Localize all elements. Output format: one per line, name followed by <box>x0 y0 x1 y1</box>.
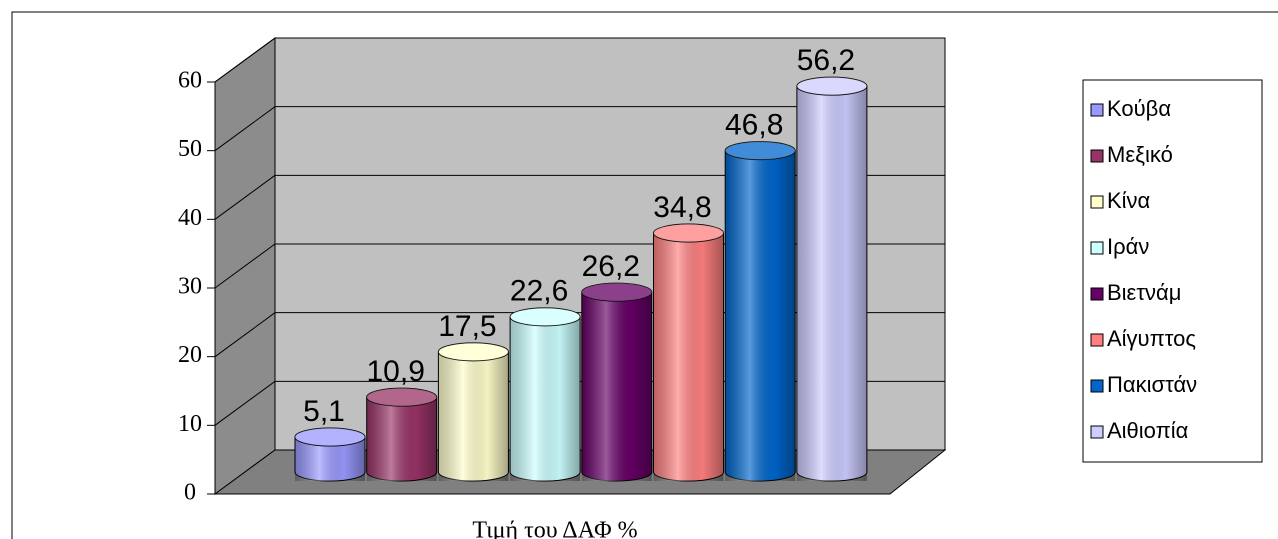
grid-line <box>214 380 276 426</box>
shading <box>725 141 796 160</box>
y-tick-label: 40 <box>178 205 202 231</box>
cylinder-top <box>653 223 724 243</box>
legend-label: Ιράν <box>1107 234 1149 259</box>
legend-swatch <box>1090 103 1104 117</box>
shading <box>725 150 796 481</box>
chart-frame <box>11 11 1278 539</box>
legend-label: Αιθιοπία <box>1107 418 1189 443</box>
legend-swatch <box>1090 379 1104 393</box>
cylinder-top <box>724 141 796 161</box>
legend-swatch <box>1090 333 1104 347</box>
shading <box>653 233 724 481</box>
grid-line <box>214 106 276 152</box>
shading <box>796 77 867 96</box>
legend-label: Κούβα <box>1107 96 1171 121</box>
x-axis-label: Τιμή του ΔΑΦ % <box>472 518 637 539</box>
value-label: 5,1 <box>303 395 345 428</box>
value-label: 34,8 <box>653 191 711 224</box>
legend-swatch <box>1090 287 1104 301</box>
value-label: 56,2 <box>797 44 855 77</box>
legend-box <box>1082 79 1263 463</box>
cylinder-top <box>294 427 366 447</box>
y-tick-label: 20 <box>178 342 202 368</box>
y-tick-label: 30 <box>178 274 202 300</box>
legend-label: Κίνα <box>1107 188 1151 213</box>
shading <box>510 316 581 481</box>
shading <box>295 427 365 446</box>
shading <box>581 292 652 481</box>
grid-line <box>214 37 276 83</box>
value-label: 46,8 <box>725 109 783 142</box>
legend-label: Αίγυπτος <box>1107 326 1196 351</box>
shading <box>438 351 509 481</box>
shading <box>510 307 581 326</box>
legend-swatch <box>1090 241 1104 255</box>
shading <box>366 388 437 407</box>
legend-label: Μεξικό <box>1107 142 1173 167</box>
legend-swatch <box>1090 195 1104 209</box>
legend-swatch <box>1090 425 1104 439</box>
y-tick-label: 50 <box>178 136 202 162</box>
cylinder-top <box>437 342 509 362</box>
y-tick-label: 10 <box>178 411 202 437</box>
shading <box>438 342 509 361</box>
y-tick-label: 0 <box>184 480 196 506</box>
cylinder-top <box>509 307 581 327</box>
grid-line <box>214 312 276 358</box>
legend-swatch <box>1090 149 1104 163</box>
cylinder-top <box>796 76 868 96</box>
shading <box>653 224 724 243</box>
grid-line <box>214 174 276 220</box>
value-label: 22,6 <box>510 275 568 308</box>
legend-label: Βιετνάμ <box>1107 280 1181 305</box>
value-label: 17,5 <box>438 310 496 343</box>
value-label: 10,9 <box>367 355 425 388</box>
legend-label: Πακιστάν <box>1107 372 1197 397</box>
y-tick-label: 60 <box>178 68 202 94</box>
cylinder-top <box>581 282 653 302</box>
shading <box>581 283 652 302</box>
grid-line <box>214 243 276 289</box>
value-label: 26,2 <box>582 250 640 283</box>
shading <box>796 86 867 482</box>
cylinder-top <box>366 387 438 407</box>
shading <box>366 397 437 481</box>
